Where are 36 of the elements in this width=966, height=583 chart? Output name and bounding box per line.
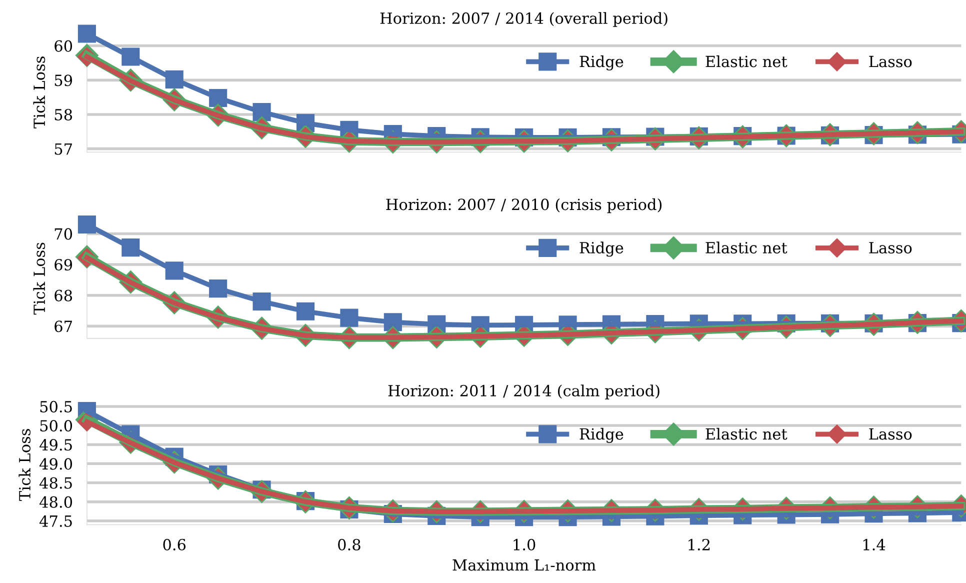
y-axis-title: Tick Loss <box>18 429 31 501</box>
y-tick-label: 49.0 <box>40 458 72 470</box>
y-tick-label: 57 <box>54 143 72 155</box>
legend-label: Ridge <box>580 428 624 443</box>
legend-label: Ridge <box>580 242 624 257</box>
y-tick-label: 68 <box>54 290 72 302</box>
y-tick-label: 49.5 <box>40 439 72 451</box>
y-tick-label: 47.5 <box>40 515 72 527</box>
legend-label: Elastic net <box>706 428 788 440</box>
y-tick-label: 58 <box>54 108 72 120</box>
x-tick-label: 1.2 <box>688 538 710 550</box>
x-axis-title: Maximum L₁-norm <box>452 559 596 571</box>
y-tick-label: 50.0 <box>40 420 72 432</box>
legend-label: Lasso <box>869 428 912 440</box>
y-axis-title: Tick Loss <box>33 242 46 315</box>
y-tick-label: 69 <box>54 258 72 271</box>
chart-title: Horizon: 2007 / 2014 (overall period) <box>380 12 668 27</box>
y-tick-label: 48.5 <box>40 477 72 489</box>
chart-title: Horizon: 2011 / 2014 (calm period) <box>388 384 660 400</box>
y-tick-label: 70 <box>54 228 72 240</box>
legend-label: Elastic net <box>706 55 788 68</box>
y-tick-label: 60 <box>54 40 72 52</box>
legend-label: Lasso <box>869 56 912 68</box>
chart-title: Horizon: 2007 / 2010 (crisis period) <box>386 198 662 214</box>
legend-label: Elastic net <box>706 242 788 254</box>
y-tick-label: 48.0 <box>40 496 72 508</box>
x-tick-label: 0.8 <box>338 538 360 550</box>
y-tick-label: 59 <box>54 74 72 86</box>
legend-label: Lasso <box>869 242 912 254</box>
y-tick-label: 67 <box>54 320 72 332</box>
x-tick-label: 0.6 <box>163 538 186 550</box>
y-tick-label: 50.5 <box>40 400 72 412</box>
x-tick-label: 1.0 <box>514 538 536 550</box>
x-tick-label: 1.4 <box>863 538 886 550</box>
y-axis-title: Tick Loss <box>33 56 46 128</box>
legend-label: Ridge <box>580 55 624 70</box>
